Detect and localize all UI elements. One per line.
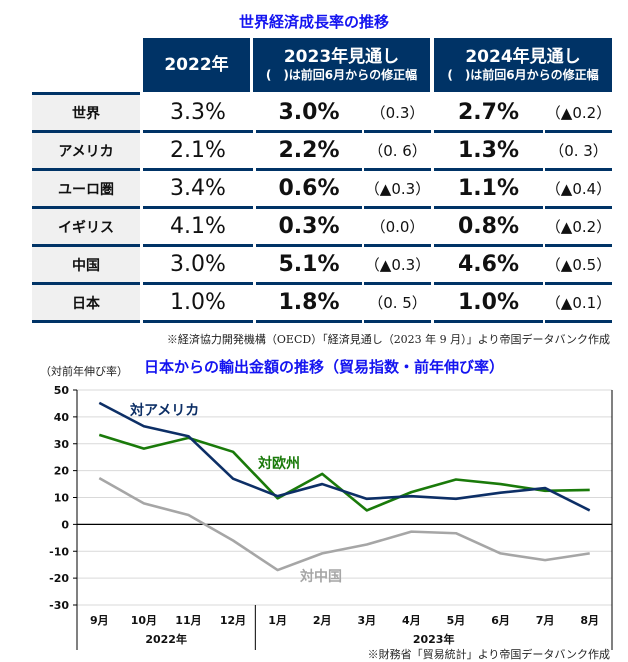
year-label: 2023年 <box>413 632 455 646</box>
y-tick-label: 0 <box>61 518 69 531</box>
series-line-0 <box>98 401 591 512</box>
header-2022: 2022年 <box>143 38 250 92</box>
row-label: アメリカ <box>32 133 140 171</box>
x-tick-label: 12月 <box>220 614 246 627</box>
row-label: 世界 <box>32 95 140 133</box>
table-cell-v2022: 1.0% <box>143 285 253 323</box>
header-2023-sub: ( )は前回6月からの修正幅 <box>265 68 418 82</box>
y-tick-label: 40 <box>54 411 70 424</box>
x-tick-label: 11月 <box>175 614 201 627</box>
table-cell-r2023: （0.3） <box>364 95 431 133</box>
table-cell-v2023: 0.6% <box>256 171 362 209</box>
table-cell-v2022: 3.0% <box>143 247 253 285</box>
series-label: 対アメリカ <box>129 402 199 419</box>
table-cell-r2023: （▲0.3） <box>364 171 431 209</box>
table-cell-r2024: （▲0.1） <box>545 285 612 323</box>
table-cell-v2023: 5.1% <box>256 247 362 285</box>
header-2024-label: 2024年見通し <box>465 47 581 67</box>
table-cell-r2024: （▲0.5） <box>545 247 612 285</box>
x-tick-label: 9月 <box>90 614 109 627</box>
year-label: 2022年 <box>145 632 187 646</box>
header-2023: 2023年見通し ( )は前回6月からの修正幅 <box>253 38 430 92</box>
x-tick-label: 7月 <box>536 614 555 627</box>
y-tick-label: 10 <box>54 492 70 505</box>
x-tick-label: 10月 <box>131 614 157 627</box>
row-label: イギリス <box>32 209 140 247</box>
chart-source: ※財務省「貿易統計」より帝国データバンク作成 <box>367 648 610 661</box>
table-cell-r2023: （0.0） <box>364 209 431 247</box>
table-cell-r2023: （0. 6） <box>364 133 431 171</box>
chart-ylabel: （対前年伸び率） <box>40 365 128 378</box>
series-line-2 <box>98 477 590 572</box>
table-cell-v2023: 3.0% <box>256 95 362 133</box>
row-label: 日本 <box>32 285 140 323</box>
series-line-1 <box>98 433 590 512</box>
table-cell-r2024: （▲0.2） <box>545 209 612 247</box>
y-tick-label: -30 <box>49 599 69 612</box>
chart-title: 日本からの輸出金額の推移（貿易指数・前年伸び率） <box>144 358 505 376</box>
table-cell-v2024: 4.6% <box>434 247 543 285</box>
table-cell-v2024: 2.7% <box>434 95 543 133</box>
x-tick-label: 6月 <box>491 614 510 627</box>
y-tick-label: 50 <box>54 384 70 397</box>
table-cell-r2024: （▲0.2） <box>545 95 612 133</box>
table-cell-v2023: 1.8% <box>256 285 362 323</box>
header-2024: 2024年見通し ( )は前回6月からの修正幅 <box>434 38 612 92</box>
table-cell-v2022: 3.3% <box>143 95 253 133</box>
table-title: 世界経済成長率の推移 <box>238 13 389 31</box>
label-col-top-rule <box>32 92 140 95</box>
header-2024-sub: ( )は前回6月からの修正幅 <box>447 68 599 82</box>
table-cell-v2024: 0.8% <box>434 209 543 247</box>
table-cell-v2023: 2.2% <box>256 133 362 171</box>
table-cell-v2024: 1.0% <box>434 285 543 323</box>
series-label: 対中国 <box>299 568 342 585</box>
header-2022-label: 2022年 <box>164 55 229 75</box>
table-cell-v2022: 3.4% <box>143 171 253 209</box>
table-cell-v2022: 4.1% <box>143 209 253 247</box>
header-2023-label: 2023年見通し <box>283 47 400 67</box>
table-cell-r2023: （▲0.3） <box>364 247 431 285</box>
y-tick-label: -10 <box>49 545 69 558</box>
y-tick-label: 20 <box>54 465 70 478</box>
row-label: 中国 <box>32 247 140 285</box>
table-cell-v2024: 1.1% <box>434 171 543 209</box>
x-tick-label: 1月 <box>268 614 287 627</box>
y-tick-label: -20 <box>49 572 69 585</box>
x-tick-label: 5月 <box>447 614 466 627</box>
table-cell-v2023: 0.3% <box>256 209 362 247</box>
table-cell-v2022: 2.1% <box>143 133 253 171</box>
table-cell-v2024: 1.3% <box>434 133 543 171</box>
series-label: 対欧州 <box>257 455 300 472</box>
table-cell-r2024: （0. 3） <box>545 133 612 171</box>
x-tick-label: 3月 <box>357 614 376 627</box>
table-cell-r2024: （▲0.4） <box>545 171 612 209</box>
x-tick-label: 2月 <box>313 614 332 627</box>
y-tick-label: 30 <box>54 438 70 451</box>
x-tick-label: 8月 <box>580 614 599 627</box>
x-tick-label: 4月 <box>402 614 421 627</box>
table-cell-r2023: （0. 5） <box>364 285 431 323</box>
row-label: ユーロ圏 <box>32 171 140 209</box>
table-source: ※経済協力開発機構（OECD）「経済見通し（2023 年 9 月）」より帝国デー… <box>166 333 610 346</box>
